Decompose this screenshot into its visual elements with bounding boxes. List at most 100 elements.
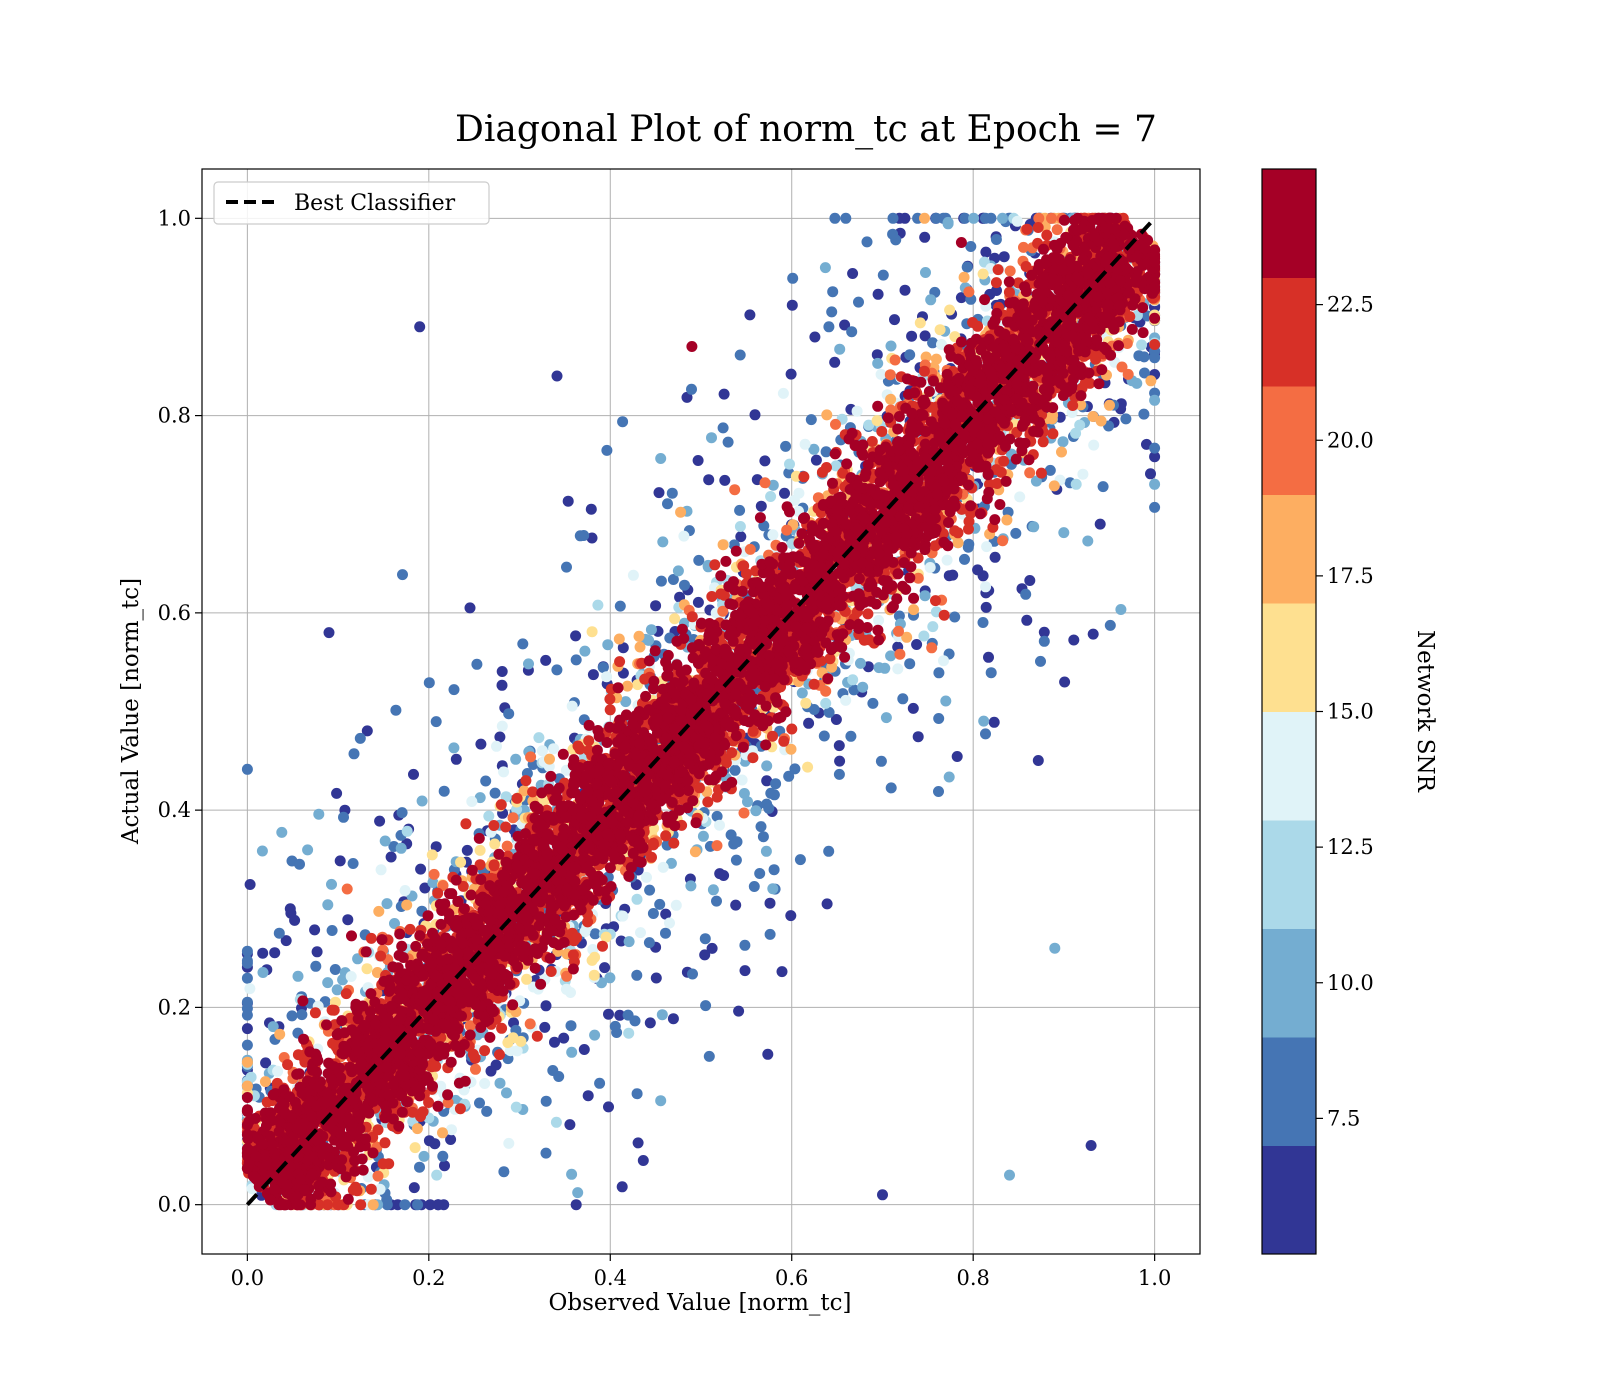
scatter-point <box>810 454 822 466</box>
scatter-point <box>1068 634 1080 646</box>
scatter-point <box>1032 755 1044 766</box>
scatter-point <box>692 455 704 466</box>
scatter-point <box>853 296 864 308</box>
scatter-point <box>644 884 656 896</box>
scatter-point <box>764 928 776 940</box>
scatter-point <box>1003 286 1015 298</box>
scatter-point <box>875 755 887 767</box>
scatter-point <box>734 521 746 532</box>
scatter-point <box>1095 415 1107 427</box>
scatter-point <box>361 963 373 975</box>
scatter-point <box>719 474 731 486</box>
scatter-point <box>1051 224 1063 236</box>
scatter-point <box>1097 481 1109 493</box>
scatter-point <box>780 440 792 452</box>
scatter-point <box>706 432 717 444</box>
scatter-point <box>767 883 779 895</box>
scatter-point <box>1058 527 1070 539</box>
scatter-point <box>390 704 402 716</box>
scatter-point <box>520 775 532 787</box>
scatter-point <box>862 608 874 620</box>
scatter-point <box>574 530 586 542</box>
scatter-point <box>681 391 693 403</box>
scatter-point <box>977 617 989 628</box>
scatter-point <box>454 1103 466 1115</box>
scatter-point <box>762 1048 774 1060</box>
scatter-point <box>808 678 820 690</box>
scatter-point <box>426 849 438 861</box>
scatter-point <box>1018 241 1029 253</box>
scatter-point <box>385 851 397 863</box>
scatter-point <box>495 799 507 811</box>
scatter-point <box>411 1123 423 1135</box>
scatter-point <box>919 590 931 602</box>
scatter-point <box>284 903 296 915</box>
scatter-point <box>276 826 288 838</box>
scatter-point <box>667 1013 679 1025</box>
scatter-point <box>656 1009 668 1021</box>
scatter-point <box>401 899 413 911</box>
scatter-point <box>562 495 574 507</box>
scatter-point <box>481 1105 493 1117</box>
scatter-point <box>1082 535 1094 547</box>
scatter-point <box>292 970 304 982</box>
scatter-point <box>820 446 832 458</box>
scatter-point <box>911 639 923 650</box>
scatter-point <box>566 700 578 712</box>
scatter-point <box>983 651 994 663</box>
scatter-point <box>604 693 616 705</box>
scatter-point <box>830 714 842 725</box>
scatter-point <box>521 973 533 985</box>
scatter-point <box>785 910 797 922</box>
scatter-point <box>424 1199 436 1211</box>
scatter-point <box>669 613 681 625</box>
scatter-point <box>480 775 492 787</box>
scatter-point <box>744 543 756 555</box>
scatter-point <box>840 212 852 224</box>
scatter-point <box>1059 676 1071 688</box>
scatter-point <box>963 286 975 298</box>
scatter-point <box>894 648 906 660</box>
scatter-point <box>1037 436 1049 448</box>
scatter-point <box>539 1021 551 1033</box>
scatter-point <box>985 667 997 679</box>
scatter-point <box>1044 464 1056 476</box>
scatter-point <box>739 939 751 951</box>
scatter-point <box>471 658 483 670</box>
scatter-point <box>998 251 1010 263</box>
scatter-point <box>930 595 941 607</box>
scatter-point <box>997 212 1008 224</box>
scatter-point <box>885 782 897 794</box>
scatter-point <box>730 854 742 866</box>
scatter-point <box>627 569 639 581</box>
scatter-point <box>965 241 977 252</box>
scatter-point <box>574 743 586 755</box>
scatter-point <box>585 503 597 515</box>
scatter-point <box>241 996 253 1008</box>
scatter-point <box>919 330 931 342</box>
scatter-point <box>736 774 748 786</box>
scatter-point <box>729 764 741 776</box>
scatter-point <box>709 559 721 571</box>
scatter-point <box>847 674 859 686</box>
scatter-point <box>1149 442 1161 454</box>
scatter-point <box>754 868 766 879</box>
scatter-point <box>437 1150 449 1162</box>
scatter-point <box>789 763 801 775</box>
scatter-point <box>323 627 335 639</box>
scatter-point <box>657 536 669 548</box>
scatter-point <box>731 836 743 848</box>
scatter-point <box>759 455 771 467</box>
scatter-point <box>885 340 897 352</box>
scatter-point <box>511 1045 523 1057</box>
scatter-point <box>687 968 698 980</box>
scatter-point <box>722 436 734 448</box>
scatter-point <box>455 856 467 868</box>
scatter-point <box>334 855 346 867</box>
scatter-point <box>679 579 690 591</box>
scatter-point <box>578 1044 590 1055</box>
scatter-point <box>488 820 500 831</box>
scatter-point <box>415 863 427 875</box>
scatter-point <box>503 1137 515 1149</box>
scatter-point <box>871 349 883 361</box>
